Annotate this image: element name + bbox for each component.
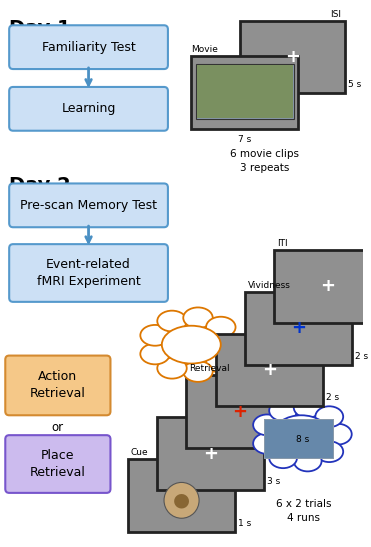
FancyBboxPatch shape bbox=[5, 356, 111, 415]
Ellipse shape bbox=[162, 325, 221, 364]
Ellipse shape bbox=[157, 358, 187, 379]
Bar bbox=[196, 64, 293, 119]
Text: ●: ● bbox=[173, 491, 190, 510]
Text: +: + bbox=[285, 48, 300, 66]
Text: ITI: ITI bbox=[277, 239, 288, 248]
Bar bbox=[240, 21, 345, 93]
Ellipse shape bbox=[183, 361, 213, 382]
Circle shape bbox=[164, 482, 199, 518]
Ellipse shape bbox=[253, 433, 281, 454]
Text: ooo: ooo bbox=[257, 429, 276, 439]
Ellipse shape bbox=[269, 400, 297, 421]
Bar bbox=[191, 56, 298, 129]
Text: Action
Retrieval: Action Retrieval bbox=[30, 370, 86, 400]
Text: +: + bbox=[233, 403, 247, 421]
Ellipse shape bbox=[315, 406, 343, 427]
Ellipse shape bbox=[215, 334, 244, 355]
Text: 1 s: 1 s bbox=[238, 519, 251, 528]
Ellipse shape bbox=[273, 415, 329, 453]
Bar bbox=[186, 375, 293, 448]
Text: Vividness: Vividness bbox=[248, 281, 290, 290]
Text: Movie: Movie bbox=[191, 45, 218, 54]
Text: 8 s: 8 s bbox=[296, 435, 310, 444]
Text: 7 s: 7 s bbox=[238, 135, 252, 144]
Text: +: + bbox=[291, 319, 306, 337]
Ellipse shape bbox=[324, 424, 352, 445]
Text: Familiarity Test: Familiarity Test bbox=[42, 40, 135, 54]
Text: Day 1: Day 1 bbox=[9, 19, 71, 38]
Text: Event-related
fMRI Experiment: Event-related fMRI Experiment bbox=[37, 258, 140, 288]
Bar bbox=[197, 65, 293, 118]
Ellipse shape bbox=[294, 451, 322, 472]
Ellipse shape bbox=[253, 415, 281, 435]
Ellipse shape bbox=[269, 447, 297, 468]
Text: or: or bbox=[52, 421, 64, 434]
Text: 2 s: 2 s bbox=[326, 393, 339, 403]
Ellipse shape bbox=[157, 311, 187, 331]
Text: Learning: Learning bbox=[61, 102, 116, 115]
Bar bbox=[216, 334, 323, 406]
Text: Ooo: Ooo bbox=[233, 389, 253, 399]
Text: +: + bbox=[203, 445, 218, 463]
Text: 3 s: 3 s bbox=[267, 477, 280, 486]
Text: Cue: Cue bbox=[131, 448, 148, 457]
Bar bbox=[274, 250, 371, 323]
Text: 6 x 2 trials
4 runs: 6 x 2 trials 4 runs bbox=[276, 499, 331, 523]
FancyBboxPatch shape bbox=[5, 435, 111, 493]
FancyBboxPatch shape bbox=[9, 183, 168, 227]
Ellipse shape bbox=[183, 307, 213, 328]
FancyBboxPatch shape bbox=[9, 87, 168, 131]
Text: 6 movie clips
3 repeats: 6 movie clips 3 repeats bbox=[230, 149, 299, 173]
Text: Pre-scan Memory Test: Pre-scan Memory Test bbox=[20, 199, 157, 212]
Text: Retrieval: Retrieval bbox=[189, 364, 230, 374]
Text: Day 2: Day 2 bbox=[9, 176, 71, 195]
Bar bbox=[265, 420, 334, 458]
Ellipse shape bbox=[206, 352, 236, 373]
Text: ISI: ISI bbox=[330, 10, 341, 19]
Bar bbox=[157, 417, 264, 490]
Ellipse shape bbox=[140, 344, 170, 364]
Text: +: + bbox=[320, 277, 335, 295]
FancyBboxPatch shape bbox=[9, 25, 168, 69]
Ellipse shape bbox=[140, 325, 170, 346]
Bar bbox=[128, 459, 235, 532]
Text: 5 s: 5 s bbox=[348, 80, 361, 89]
Text: 2 s: 2 s bbox=[355, 352, 368, 360]
Ellipse shape bbox=[294, 397, 322, 418]
Text: +: + bbox=[262, 361, 277, 379]
Text: Place
Retrieval: Place Retrieval bbox=[30, 449, 86, 479]
Bar bbox=[264, 419, 334, 459]
FancyBboxPatch shape bbox=[9, 244, 168, 302]
Ellipse shape bbox=[315, 441, 343, 462]
Bar bbox=[245, 292, 352, 364]
Ellipse shape bbox=[206, 317, 236, 337]
